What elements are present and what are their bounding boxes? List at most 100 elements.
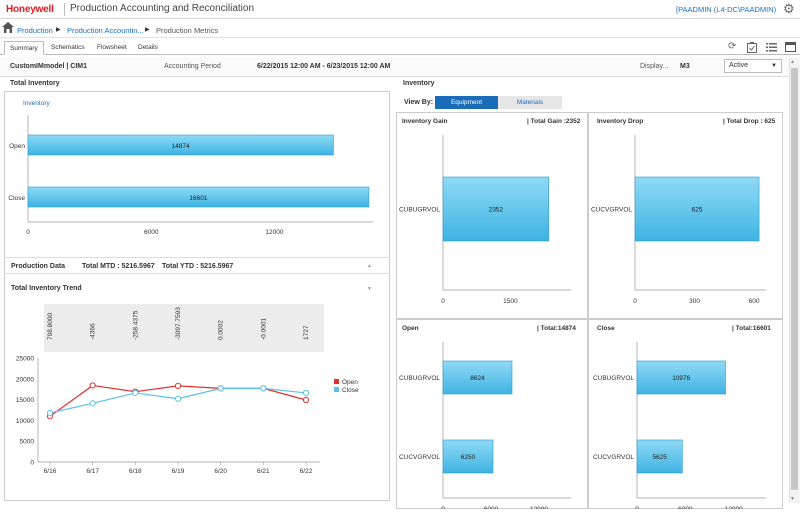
quad-title: Close xyxy=(597,325,615,332)
inventory-drop-chart: 625 CUCVGRVOL 0 300 600 xyxy=(591,135,766,305)
quad-inventory-drop: Inventory Drop | Total Drop : 625 625 CUC… xyxy=(588,112,783,319)
trend-title: Total Inventory Trend xyxy=(11,285,82,292)
tick-label: 300 xyxy=(689,298,700,305)
x-tick-label: 6/19 xyxy=(172,468,185,475)
data-point xyxy=(217,385,224,392)
refresh-icon[interactable]: ⟳ xyxy=(728,41,737,52)
tick-label: 6000 xyxy=(144,229,159,236)
x-tick-label: 6/22 xyxy=(300,468,313,475)
quad-close: Close | Total:16601 10976 CUBUGRVOL 5625 CU… xyxy=(588,319,783,509)
category-label: CUCVGRVOL xyxy=(591,207,632,214)
x-tick-label: 6/16 xyxy=(44,468,57,475)
collapse-icon[interactable]: ▲ xyxy=(367,263,372,269)
period-label: Accounting Period xyxy=(164,63,221,70)
legend-label: Open xyxy=(342,379,358,386)
inventory-title: Inventory xyxy=(403,80,435,87)
app-title: Production Accounting and Reconciliation xyxy=(70,3,255,14)
bar xyxy=(442,439,494,474)
chevron-down-icon: ▼ xyxy=(771,63,777,69)
inventory-gain-chart: 2352 CUBUGRVOL 0 1500 xyxy=(399,135,571,305)
y-tick-label: 5000 xyxy=(20,439,35,446)
status-select[interactable]: Active ▼ xyxy=(724,59,782,73)
tab-flowsheet[interactable]: Flowsheet xyxy=(97,44,127,51)
x-tick-label: 6/21 xyxy=(257,468,270,475)
category-label: CUBUGRVOL xyxy=(593,375,634,382)
breadcrumb-arrow-icon: ▶ xyxy=(145,27,150,33)
tick-label: 0 xyxy=(635,506,639,509)
category-label: CUBUGRVOL xyxy=(399,207,440,214)
bar-value-label: 16601 xyxy=(189,195,207,202)
difference-label: -4366 xyxy=(90,323,97,340)
y-tick-label: 15000 xyxy=(16,397,34,404)
quad-title: Open xyxy=(402,325,419,332)
display-label: Display... xyxy=(640,63,669,70)
tab-schematics[interactable]: Schematics xyxy=(51,44,85,51)
bar xyxy=(442,176,549,242)
user-link[interactable]: [PAADMIN (L4-DC\PAADMIN) xyxy=(676,5,777,14)
difference-label: 1727 xyxy=(303,325,310,340)
expand-icon[interactable]: ▼ xyxy=(367,286,372,292)
y-tick-label: 20000 xyxy=(16,376,34,383)
home-icon[interactable] xyxy=(2,22,14,35)
period-value[interactable]: 6/22/2015 12:00 AM - 6/23/2015 12:00 AM xyxy=(257,63,391,70)
data-point xyxy=(89,382,96,389)
quad-inventory-gain: Inventory Gain | Total Gain :2352 2352 CU… xyxy=(396,112,588,319)
left-panel xyxy=(4,91,390,501)
bar-value-label: 2352 xyxy=(489,207,504,214)
tab-details[interactable]: Details xyxy=(138,44,158,51)
display-value[interactable]: M3 xyxy=(680,63,690,70)
breadcrumb-production-metrics: Production Metrics xyxy=(156,26,219,35)
data-point xyxy=(174,395,182,402)
materials-button[interactable]: Materials xyxy=(498,96,562,109)
equipment-button[interactable]: Equipment xyxy=(435,96,498,109)
gear-icon[interactable]: ⚙ xyxy=(783,1,795,16)
y-tick-label: 0 xyxy=(30,460,34,467)
production-data-row[interactable]: Production Data Total MTD : 5216.5967 To… xyxy=(4,257,390,274)
bar xyxy=(634,176,760,242)
model-label: CustomIMmodel | CIM1 xyxy=(10,63,88,70)
bar-value-label: 14874 xyxy=(172,143,190,150)
close-chart: 10976 CUBUGRVOL 5625 CUCVGRVOL 0 6000 12000 xyxy=(593,342,766,509)
difference-label: 798.8000 xyxy=(47,313,54,340)
tick-label: 0 xyxy=(441,506,445,509)
clipboard-icon[interactable] xyxy=(747,42,757,55)
total-mtd: Total MTD : 5216.5967 xyxy=(82,263,155,270)
category-label: CUCVGRVOL xyxy=(593,454,634,461)
inventory-tab-link[interactable]: Inventory xyxy=(23,100,50,107)
scroll-down-icon[interactable]: ▼ xyxy=(790,496,795,502)
difference-label: -3097.7593 xyxy=(175,307,182,340)
breadcrumb-production[interactable]: Production xyxy=(17,26,53,35)
honeywell-logo: Honeywell xyxy=(6,4,54,15)
bar-value-label: 625 xyxy=(692,207,703,214)
tick-label: 0 xyxy=(633,298,637,305)
quad-title: Inventory Drop xyxy=(597,118,644,125)
tab-bar: Summary Schematics Flowsheet Details ⟳ xyxy=(0,40,800,55)
quad-title: Inventory Gain xyxy=(402,118,448,125)
scrollbar-thumb[interactable] xyxy=(791,68,798,490)
x-tick-label: 6/17 xyxy=(86,468,99,475)
data-point xyxy=(302,389,310,397)
bar xyxy=(636,439,683,474)
tick-label: 600 xyxy=(749,298,760,305)
tick-label: 6000 xyxy=(678,506,693,509)
scroll-up-icon[interactable]: ▲ xyxy=(790,59,795,65)
list-icon[interactable] xyxy=(766,43,777,54)
bar xyxy=(27,134,334,156)
difference-label: 0.0002 xyxy=(218,320,225,340)
maximize-icon[interactable] xyxy=(785,42,796,54)
tick-label: 12000 xyxy=(530,506,548,509)
header-divider xyxy=(64,3,65,16)
bar xyxy=(27,186,370,208)
legend-swatch xyxy=(334,379,339,384)
category-label: Close xyxy=(8,195,25,202)
x-tick-label: 6/20 xyxy=(214,468,227,475)
category-label: CUBUGRVOL xyxy=(399,375,440,382)
bar xyxy=(636,360,726,395)
data-point xyxy=(260,385,267,392)
data-point xyxy=(174,382,182,389)
breadcrumb-production-accounting[interactable]: Production Accountin... xyxy=(67,26,144,35)
category-label: CUCVGRVOL xyxy=(399,454,440,461)
quad-total: | Total Drop : 625 xyxy=(723,118,776,125)
tab-summary[interactable]: Summary xyxy=(4,41,44,55)
tick-label: 0 xyxy=(26,229,30,236)
